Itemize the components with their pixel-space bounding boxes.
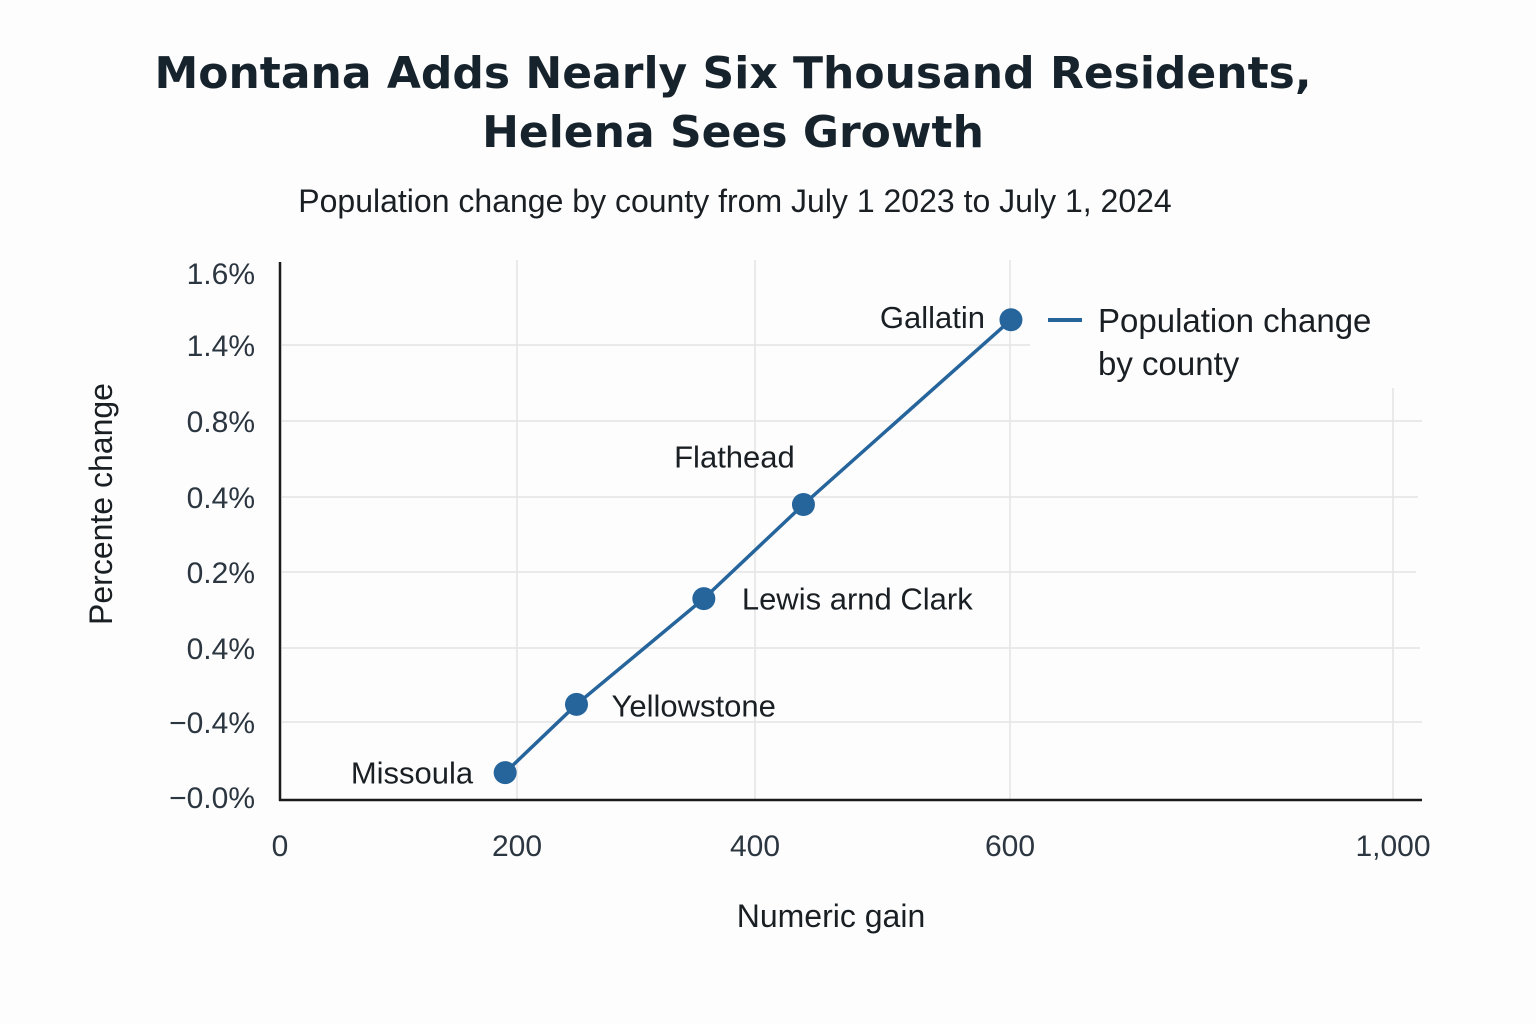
y-tick-label: 0.2% [187,557,255,590]
y-tick-label: −0.4% [169,707,255,740]
x-tick-label: 200 [492,830,542,863]
x-tick-label: 0 [272,830,289,863]
y-tick-label: 1.4% [187,330,255,363]
chart-title-line-2: Helena Sees Growth [482,107,984,158]
data-point-yellowstone [565,692,588,716]
x-axis-label: Numeric gain [737,898,926,934]
y-axis-label: Percente change [83,383,119,625]
data-label: Yellowstone [612,688,776,723]
y-tick-label: −0.0% [169,782,255,815]
data-point-missoula [493,761,517,785]
legend-label-line-2: by county [1098,345,1240,382]
data-point-gallatin [999,308,1023,332]
y-tick-label: 0.4% [187,482,255,515]
y-tick-label: 0.4% [187,633,255,666]
x-tick-label: 600 [985,830,1035,863]
data-label: Lewis arnd Clark [742,582,973,617]
data-label: Gallatin [880,300,985,335]
x-axis-ticks: 0 200 400 600 1,000 [272,830,1431,863]
data-point-lewis-arnd-clark [692,587,716,611]
x-tick-label: 1,000 [1355,830,1430,863]
data-point-flathead [791,493,815,516]
data-label: Flathead [674,440,795,475]
series-population-change: Missoula Yellowstone Lewis arnd Clark Flath… [351,300,1023,791]
x-tick-label: 400 [730,830,780,863]
gridlines [282,260,1422,799]
y-tick-label: 1.6% [187,258,255,291]
y-tick-label: 0.8% [187,406,255,439]
chart-title-line-1: Montana Adds Nearly Six Thousand Residen… [154,48,1311,99]
y-axis-ticks: 1.6% 1.4% 0.8% 0.4% 0.2% 0.4% −0.4% −0.0% [169,258,255,815]
data-label: Missoula [351,756,474,791]
chart-subtitle: Population change by county from July 1 … [298,183,1171,219]
legend: Population change by county [1048,302,1371,382]
legend-label-line-1: Population change [1098,302,1371,339]
